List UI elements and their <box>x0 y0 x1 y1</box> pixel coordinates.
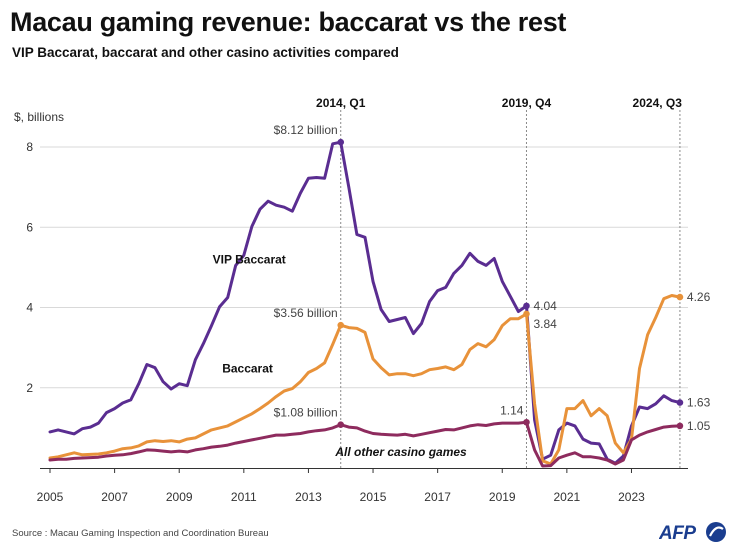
data-point-marker <box>676 399 684 406</box>
data-point-marker <box>337 421 345 428</box>
data-value-label: 1.14 <box>500 403 524 417</box>
data-point-marker <box>676 422 684 430</box>
series-layer <box>48 138 684 468</box>
x-tick-label: 2017 <box>424 490 451 504</box>
data-point-marker <box>523 418 530 426</box>
x-tick-label: 2007 <box>101 490 128 504</box>
series-label: All other casino games <box>334 445 467 459</box>
axis-layer: 2 4 6 8 $, billions 2005 2007 2009 2011 2013 2015 2… <box>14 110 688 504</box>
y-tick-label: 2 <box>26 381 33 395</box>
afp-logo-mark <box>706 522 726 542</box>
data-value-label: $8.12 billion <box>274 123 338 137</box>
x-tick-label: 2023 <box>618 490 645 504</box>
data-value-label: $3.56 billion <box>274 306 338 320</box>
quarter-marker-label: 2019, Q4 <box>502 96 552 110</box>
data-value-label: 4.04 <box>533 299 557 313</box>
x-tick-label: 2015 <box>360 490 387 504</box>
afp-logo-mark-arc <box>709 526 724 537</box>
y-tick-label: 4 <box>26 301 33 315</box>
y-axis-label: $, billions <box>14 110 64 124</box>
afp-logo: AFP <box>659 522 726 544</box>
x-tick-label: 2005 <box>37 490 64 504</box>
data-value-label: 3.84 <box>533 317 557 331</box>
data-point-marker <box>676 293 684 301</box>
data-point-marker <box>523 310 530 318</box>
x-tick-label: 2011 <box>231 490 257 504</box>
quarter-marker-label: 2024, Q3 <box>633 96 683 110</box>
data-value-label: 1.05 <box>687 419 711 433</box>
data-point-marker <box>523 302 530 310</box>
source-note: Source : Macau Gaming Inspection and Coo… <box>12 528 269 539</box>
x-tick-label: 2019 <box>489 490 516 504</box>
series-label: VIP Baccarat <box>213 252 286 266</box>
series-line-all-other-casino-games <box>48 420 682 468</box>
afp-logo-text: AFP <box>659 523 696 544</box>
quarter-marker-layer: 2014, Q1 2019, Q4 2024, Q3 <box>316 96 682 468</box>
series-label: Baccarat <box>222 361 273 375</box>
grid-layer <box>40 146 688 389</box>
x-tick-label: 2021 <box>554 490 581 504</box>
x-tick-label: 2009 <box>166 490 193 504</box>
label-layer: VIP Baccarat Baccarat All other casino gam… <box>213 123 711 459</box>
series-line-vip-baccarat <box>48 140 682 465</box>
y-tick-label: 6 <box>26 220 33 234</box>
data-point-marker <box>337 138 345 146</box>
data-value-label: 1.63 <box>687 396 711 410</box>
series-line-baccarat <box>48 294 682 466</box>
chart-subtitle: VIP Baccarat, baccarat and other casino … <box>12 45 399 60</box>
data-point-marker <box>337 321 345 329</box>
data-value-label: 4.26 <box>687 290 711 304</box>
chart-title: Macau gaming revenue: baccarat vs the re… <box>10 7 567 37</box>
quarter-marker-label: 2014, Q1 <box>316 96 366 110</box>
y-tick-label: 8 <box>26 140 33 154</box>
data-value-label: $1.08 billion <box>274 406 338 420</box>
x-tick-label: 2013 <box>295 490 322 504</box>
